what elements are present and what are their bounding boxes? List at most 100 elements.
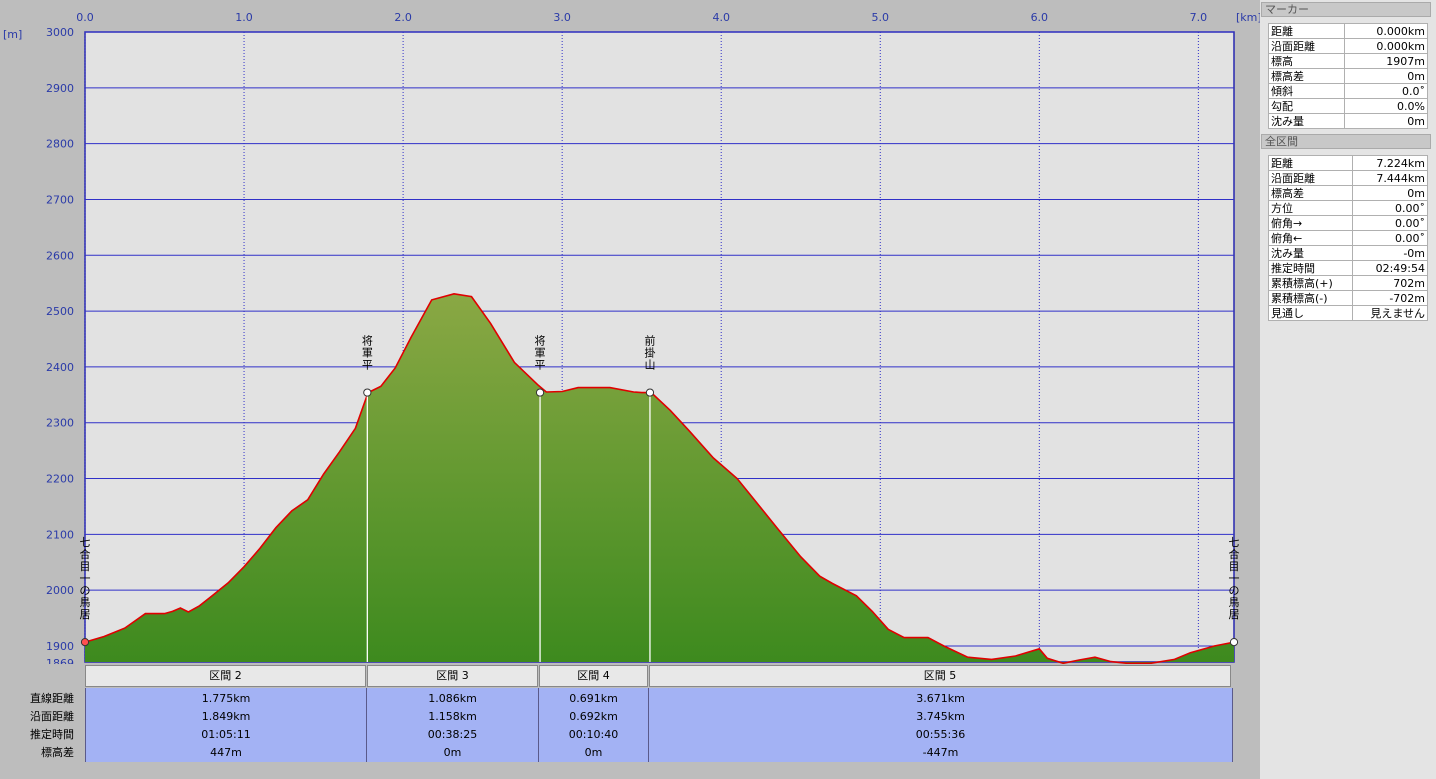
- waypoint-dot[interactable]: [80, 637, 90, 647]
- segment-header-3[interactable]: 区間 3: [367, 665, 538, 687]
- total-value: -0m: [1351, 245, 1429, 261]
- marker-value: 0.0˚: [1343, 83, 1429, 99]
- row-label-elev: 標高差: [41, 746, 74, 759]
- total-value: 見えません: [1351, 305, 1429, 321]
- waypoint-marker[interactable]: 将軍平: [535, 335, 546, 662]
- marker-row-surface-distance: 沿面距離 0.000km: [1268, 38, 1429, 54]
- waypoint-marker[interactable]: 七合目一の鳥居: [1229, 536, 1240, 647]
- y-tick-label: 2200: [46, 473, 74, 486]
- x-tick-label: 4.0: [712, 11, 730, 24]
- elevation-area: [85, 293, 1234, 664]
- segment-body-2: 1.775km 1.849km 01:05:11 447m: [85, 688, 367, 762]
- segment-straight-distance: 1.775km: [201, 692, 251, 705]
- segment-elevation-diff: 0m: [443, 746, 462, 759]
- marker-value: 0.0%: [1343, 98, 1429, 114]
- total-info-table: 距離 7.224km 沿面距離 7.444km 標高差 0m 方位 0.00˚ 俯角→ 0…: [1268, 155, 1429, 321]
- total-label: 推定時間: [1268, 260, 1353, 276]
- total-value: 0.00˚: [1351, 230, 1429, 246]
- segment-surface-distance: 3.745km: [916, 710, 965, 723]
- total-value: -702m: [1351, 290, 1429, 306]
- row-label-surface: 沿面距離: [30, 710, 74, 723]
- total-label: 見通し: [1268, 305, 1353, 321]
- waypoint-dot[interactable]: [363, 388, 372, 397]
- y-tick-label: 2600: [46, 249, 74, 262]
- x-tick-label: 6.0: [1031, 11, 1049, 24]
- total-label: 累積標高(-): [1268, 290, 1353, 306]
- total-value: 0m: [1351, 185, 1429, 201]
- total-label: 沿面距離: [1268, 170, 1353, 186]
- marker-value: 0m: [1343, 68, 1429, 84]
- total-label: 俯角→: [1268, 215, 1353, 231]
- marker-value: 0m: [1343, 113, 1429, 129]
- total-label: 俯角←: [1268, 230, 1353, 246]
- segment-surface-distance: 1.849km: [201, 710, 251, 723]
- waypoint-dot[interactable]: [1229, 637, 1239, 647]
- total-row-visibility: 見通し 見えません: [1268, 305, 1429, 321]
- marker-row-sink: 沈み量 0m: [1268, 113, 1429, 129]
- total-value: 7.224km: [1351, 155, 1429, 171]
- y-tick-label: 2100: [46, 528, 74, 541]
- marker-panel-title: マーカー: [1261, 2, 1431, 17]
- segment-elevation-diff: 0m: [584, 746, 603, 759]
- segment-straight-distance: 1.086km: [428, 692, 477, 705]
- waypoint-label: 将軍平: [535, 335, 546, 372]
- total-panel-title: 全区間: [1261, 134, 1431, 149]
- waypoint-marker[interactable]: 将軍平: [362, 335, 373, 662]
- total-row-cumulative-up: 累積標高(+) 702m: [1268, 275, 1429, 291]
- total-label: 沈み量: [1268, 245, 1353, 261]
- marker-info-table: 距離 0.000km 沿面距離 0.000km 標高 1907m 標高差 0m 傾斜 0.…: [1268, 23, 1429, 129]
- side-panel: [1260, 0, 1436, 779]
- elevation-line: [84, 292, 1235, 664]
- segment-header-5[interactable]: 区間 5: [649, 665, 1231, 687]
- x-tick-label: 5.0: [872, 11, 890, 24]
- total-label: 距離: [1268, 155, 1353, 171]
- total-row-depression-back: 俯角← 0.00˚: [1268, 230, 1429, 246]
- y-unit-label: [m]: [3, 28, 22, 41]
- marker-label: 標高: [1268, 53, 1345, 69]
- marker-label: 標高差: [1268, 68, 1345, 84]
- x-unit-label: [km]: [1236, 11, 1260, 24]
- segment-elevation-diff: 447m: [210, 746, 242, 759]
- total-row-bearing: 方位 0.00˚: [1268, 200, 1429, 216]
- segment-header-4[interactable]: 区間 4: [539, 665, 648, 687]
- total-row-elevation-diff: 標高差 0m: [1268, 185, 1429, 201]
- total-row-depression-forward: 俯角→ 0.00˚: [1268, 215, 1429, 231]
- segment-body-5: 3.671km 3.745km 00:55:36 -447m: [648, 688, 1233, 762]
- y-tick-label: 1900: [46, 640, 74, 653]
- y-tick-label: 2400: [46, 361, 74, 374]
- marker-label: 勾配: [1268, 98, 1345, 114]
- segment-header-2[interactable]: 区間 2: [85, 665, 366, 687]
- segment-body-3: 1.086km 1.158km 00:38:25 0m: [366, 688, 539, 762]
- waypoint-label: 七合目一の鳥居: [1229, 536, 1240, 621]
- marker-row-elevation-diff: 標高差 0m: [1268, 68, 1429, 84]
- waypoint-dot[interactable]: [535, 388, 545, 397]
- total-value: 02:49:54: [1351, 260, 1429, 276]
- waypoint-label: 将軍平: [362, 335, 373, 372]
- segment-body-4: 0.691km 0.692km 00:10:40 0m: [538, 688, 649, 762]
- marker-row-elevation: 標高 1907m: [1268, 53, 1429, 69]
- y-tick-label: 3000: [46, 26, 74, 39]
- y-tick-label: 2300: [46, 417, 74, 430]
- total-row-estimated-time: 推定時間 02:49:54: [1268, 260, 1429, 276]
- row-label-straight: 直線距離: [30, 692, 74, 705]
- marker-label: 沈み量: [1268, 113, 1345, 129]
- waypoint-label: 七合目一の鳥居: [80, 536, 91, 621]
- y-tick-label: 2000: [46, 584, 74, 597]
- total-label: 標高差: [1268, 185, 1353, 201]
- marker-row-gradient: 勾配 0.0%: [1268, 98, 1429, 114]
- total-row-cumulative-down: 累積標高(-) -702m: [1268, 290, 1429, 306]
- total-label: 累積標高(+): [1268, 275, 1353, 291]
- total-value: 7.444km: [1351, 170, 1429, 186]
- segment-estimated-time: 01:05:11: [201, 728, 251, 741]
- marker-value: 0.000km: [1343, 23, 1429, 39]
- waypoint-marker[interactable]: 前掛山: [644, 334, 655, 662]
- waypoint-marker[interactable]: 七合目一の鳥居: [80, 536, 91, 647]
- segment-estimated-time: 00:38:25: [427, 728, 478, 741]
- total-label: 方位: [1268, 200, 1353, 216]
- segment-straight-distance: 0.691km: [569, 692, 618, 705]
- marker-label: 沿面距離: [1268, 38, 1345, 54]
- waypoint-dot[interactable]: [645, 388, 655, 397]
- segment-estimated-time: 00:10:40: [568, 728, 619, 741]
- total-value: 0.00˚: [1351, 200, 1429, 216]
